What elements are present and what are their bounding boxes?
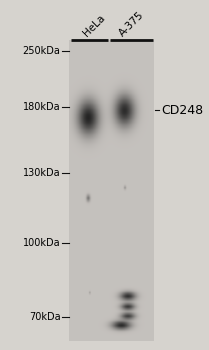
Text: CD248: CD248 [161, 104, 203, 117]
Text: 180kDa: 180kDa [23, 102, 61, 112]
Text: 70kDa: 70kDa [29, 312, 61, 322]
Text: A-375: A-375 [117, 10, 145, 38]
Text: HeLa: HeLa [82, 13, 107, 38]
Text: 250kDa: 250kDa [23, 46, 61, 56]
Text: 130kDa: 130kDa [23, 168, 61, 178]
Text: 100kDa: 100kDa [23, 238, 61, 248]
